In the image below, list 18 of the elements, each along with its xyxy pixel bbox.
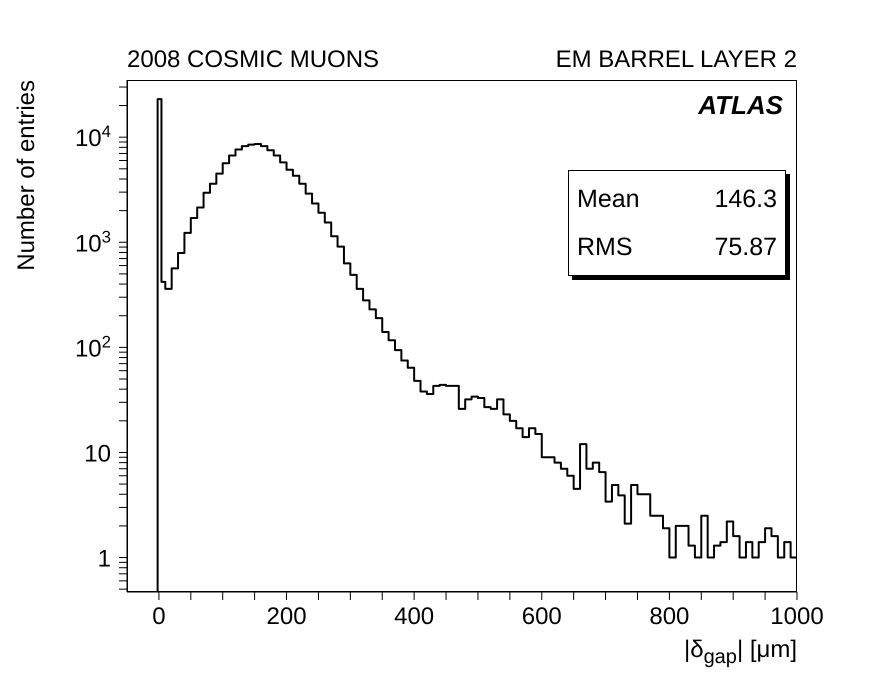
x-tick-label: 0 bbox=[152, 603, 166, 630]
x-tick-label: 600 bbox=[522, 603, 562, 630]
y-tick-label: 10 bbox=[84, 440, 111, 468]
y-axis-title: Number of entries bbox=[12, 80, 41, 271]
y-tick-label: 1 bbox=[98, 546, 111, 573]
y-tick-label: 10$^{2}$ bbox=[74, 332, 111, 362]
chart-title: 2008 COSMIC MUONS bbox=[127, 46, 380, 74]
chart-subtitle: EM BARREL LAYER 2 bbox=[556, 46, 797, 74]
y-tick-label: 10$^{4}$ bbox=[74, 122, 111, 152]
y-tick-label: 10$^{3}$ bbox=[74, 226, 111, 258]
annotation: ATLAS bbox=[698, 90, 783, 121]
x-tick-label: 400 bbox=[394, 603, 434, 630]
x-tick-label: 800 bbox=[649, 603, 690, 630]
x-tick-label: 200 bbox=[266, 603, 307, 630]
x-axis-title: |δ$_{gap}$| [μm] bbox=[684, 636, 797, 669]
x-tick-label: 1000 bbox=[770, 603, 824, 630]
text: Mean 146.3 bbox=[577, 185, 777, 213]
text: RMS 75.87 bbox=[577, 233, 777, 261]
